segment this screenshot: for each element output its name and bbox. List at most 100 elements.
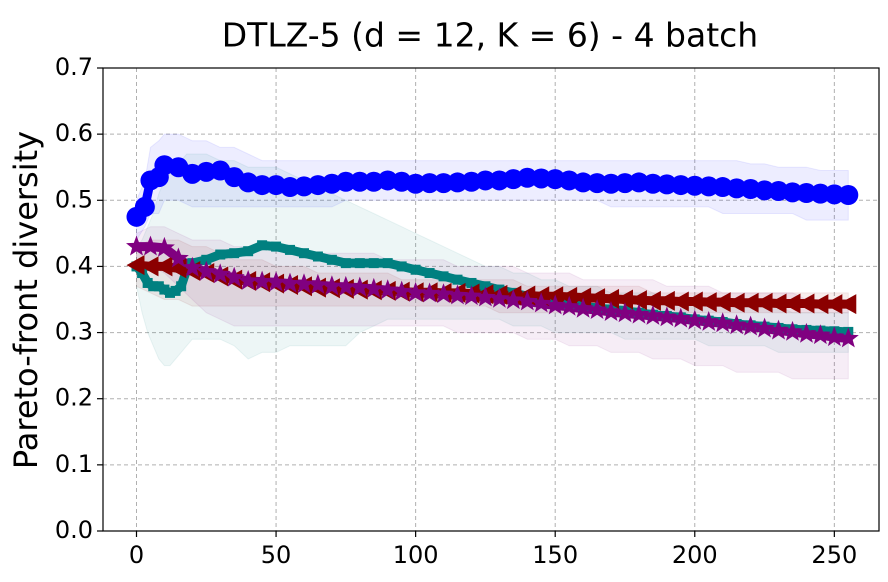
x-tick-label: 150 xyxy=(532,541,578,569)
purple-star-series-marker xyxy=(796,322,817,343)
purple-star-series-marker xyxy=(419,282,441,303)
teal-square-series-marker xyxy=(382,258,393,269)
y-tick-label: 0.1 xyxy=(55,450,93,478)
teal-square-series-marker xyxy=(326,254,337,265)
darkred-triangle-series-marker xyxy=(796,293,815,314)
x-tick-label: 0 xyxy=(129,541,144,569)
teal-square-series-marker xyxy=(340,258,351,269)
purple-star-series-marker xyxy=(349,276,371,297)
purple-star-series-marker xyxy=(823,326,845,347)
teal-square-series-marker xyxy=(170,285,181,296)
teal-square-series-marker xyxy=(159,284,170,295)
blue-circle-series-marker xyxy=(838,184,859,205)
purple-star-series-marker xyxy=(405,281,427,302)
purple-star-series-marker xyxy=(614,302,636,323)
purple-star-series-marker xyxy=(782,320,803,341)
teal-square-series-marker xyxy=(312,251,323,262)
purple-star-series-marker xyxy=(712,312,734,333)
purple-star-series-marker xyxy=(768,319,789,340)
darkred-triangle-series-marker xyxy=(810,294,829,315)
darkred-triangle-series-marker xyxy=(545,286,564,307)
purple-star-series-marker xyxy=(181,256,203,277)
blue-circle-series-marker xyxy=(252,175,273,196)
purple-star-series-marker xyxy=(502,289,524,310)
purple-star-series-marker xyxy=(600,301,622,321)
blue-circle-series-marker xyxy=(335,171,356,192)
teal-square-series-marker xyxy=(229,248,240,259)
darkred-triangle-series-marker xyxy=(684,291,703,312)
purple-star-series-marker xyxy=(516,290,538,311)
teal-square-series-marker xyxy=(452,274,463,285)
purple-star-series-marker xyxy=(698,311,720,331)
teal-square-series-marker xyxy=(271,241,282,252)
purple-star-series-marker xyxy=(433,283,454,304)
axes: 0 50 100 150 200 250 0.0 0.1 0.2 0.3 0.4 0.5 0.6 0.7 xyxy=(55,53,880,569)
darkred-triangle-series-marker xyxy=(838,294,857,315)
blue-circle-series-marker xyxy=(349,171,370,192)
purple-star-series-marker xyxy=(488,287,510,308)
purple-star-series-marker xyxy=(754,317,775,338)
purple-star-series-marker xyxy=(321,275,343,296)
darkred-triangle-series-marker xyxy=(670,291,689,312)
purple-star-series-marker xyxy=(307,273,329,294)
darkred-triangle-series-marker xyxy=(642,290,661,311)
x-tick-label: 50 xyxy=(261,541,292,569)
plot-frame xyxy=(102,67,880,532)
teal-square-series-marker xyxy=(164,287,175,298)
darkred-triangle-series-marker xyxy=(601,288,620,309)
y-tick-label: 0.7 xyxy=(55,53,93,81)
purple-star-series-marker xyxy=(363,277,385,298)
purple-star-series-marker xyxy=(586,299,608,319)
purple-star-series-marker xyxy=(809,324,831,345)
purple-star-series-marker xyxy=(279,272,301,293)
darkred-triangle-series-marker xyxy=(140,256,159,277)
darkred-triangle-series-marker xyxy=(782,293,801,314)
teal-square-series-marker xyxy=(243,246,254,257)
purple-star-series-marker xyxy=(544,294,566,315)
x-tick-label: 250 xyxy=(811,541,857,569)
teal-square-series-marker xyxy=(466,277,477,288)
purple-star-series-marker xyxy=(837,327,859,348)
blue-circle-series-marker xyxy=(475,170,496,191)
y-tick-label: 0.6 xyxy=(55,119,93,147)
darkred-triangle-series-marker xyxy=(740,292,759,313)
purple-star-series-marker xyxy=(684,309,706,330)
purple-star-series-marker xyxy=(726,314,748,335)
teal-square-series-marker xyxy=(142,277,153,288)
teal-square-series-marker xyxy=(354,258,365,269)
purple-star-series-marker xyxy=(237,270,259,290)
purple-star-series-marker xyxy=(530,292,552,313)
darkred-triangle-series-marker xyxy=(754,292,773,313)
purple-star-series-marker xyxy=(195,260,217,281)
teal-square-series-marker xyxy=(424,268,435,279)
purple-star-series-marker xyxy=(265,271,287,292)
teal-square-series-marker xyxy=(410,264,421,275)
darkred-triangle-series-marker xyxy=(712,292,731,313)
darkred-triangle-series-marker xyxy=(726,292,745,313)
purple-star-series-marker xyxy=(391,280,413,301)
darkred-triangle-series-marker xyxy=(628,290,647,311)
purple-star-series-marker xyxy=(209,263,231,284)
darkred-triangle-series-marker xyxy=(698,292,717,313)
darkred-triangle-series-marker xyxy=(126,255,145,276)
teal-square-series-marker xyxy=(480,281,491,292)
teal-square-series-marker xyxy=(215,249,226,260)
teal-square-series-marker xyxy=(176,281,187,292)
darkred-triangle-series-marker xyxy=(559,286,578,307)
teal-square-series-marker xyxy=(368,258,379,269)
teal-square-series-marker xyxy=(148,281,159,292)
purple-star-series-marker xyxy=(223,266,245,287)
purple-star-series-marker xyxy=(167,247,189,268)
y-tick-label: 0.4 xyxy=(55,251,93,279)
chart-title: DTLZ-5 (d = 12, K = 6) - 4 batch xyxy=(222,16,758,55)
purple-star-series-marker xyxy=(572,297,594,318)
confidence-bands xyxy=(136,133,849,380)
purple-star-series-marker xyxy=(475,286,496,307)
purple-star-series-marker xyxy=(153,236,175,257)
darkred-triangle-series-marker xyxy=(573,287,592,308)
darkred-triangle-series-marker xyxy=(824,294,843,315)
y-tick-label: 0.3 xyxy=(55,318,93,346)
teal-square-series-marker xyxy=(438,271,449,282)
series-markers xyxy=(126,155,859,348)
